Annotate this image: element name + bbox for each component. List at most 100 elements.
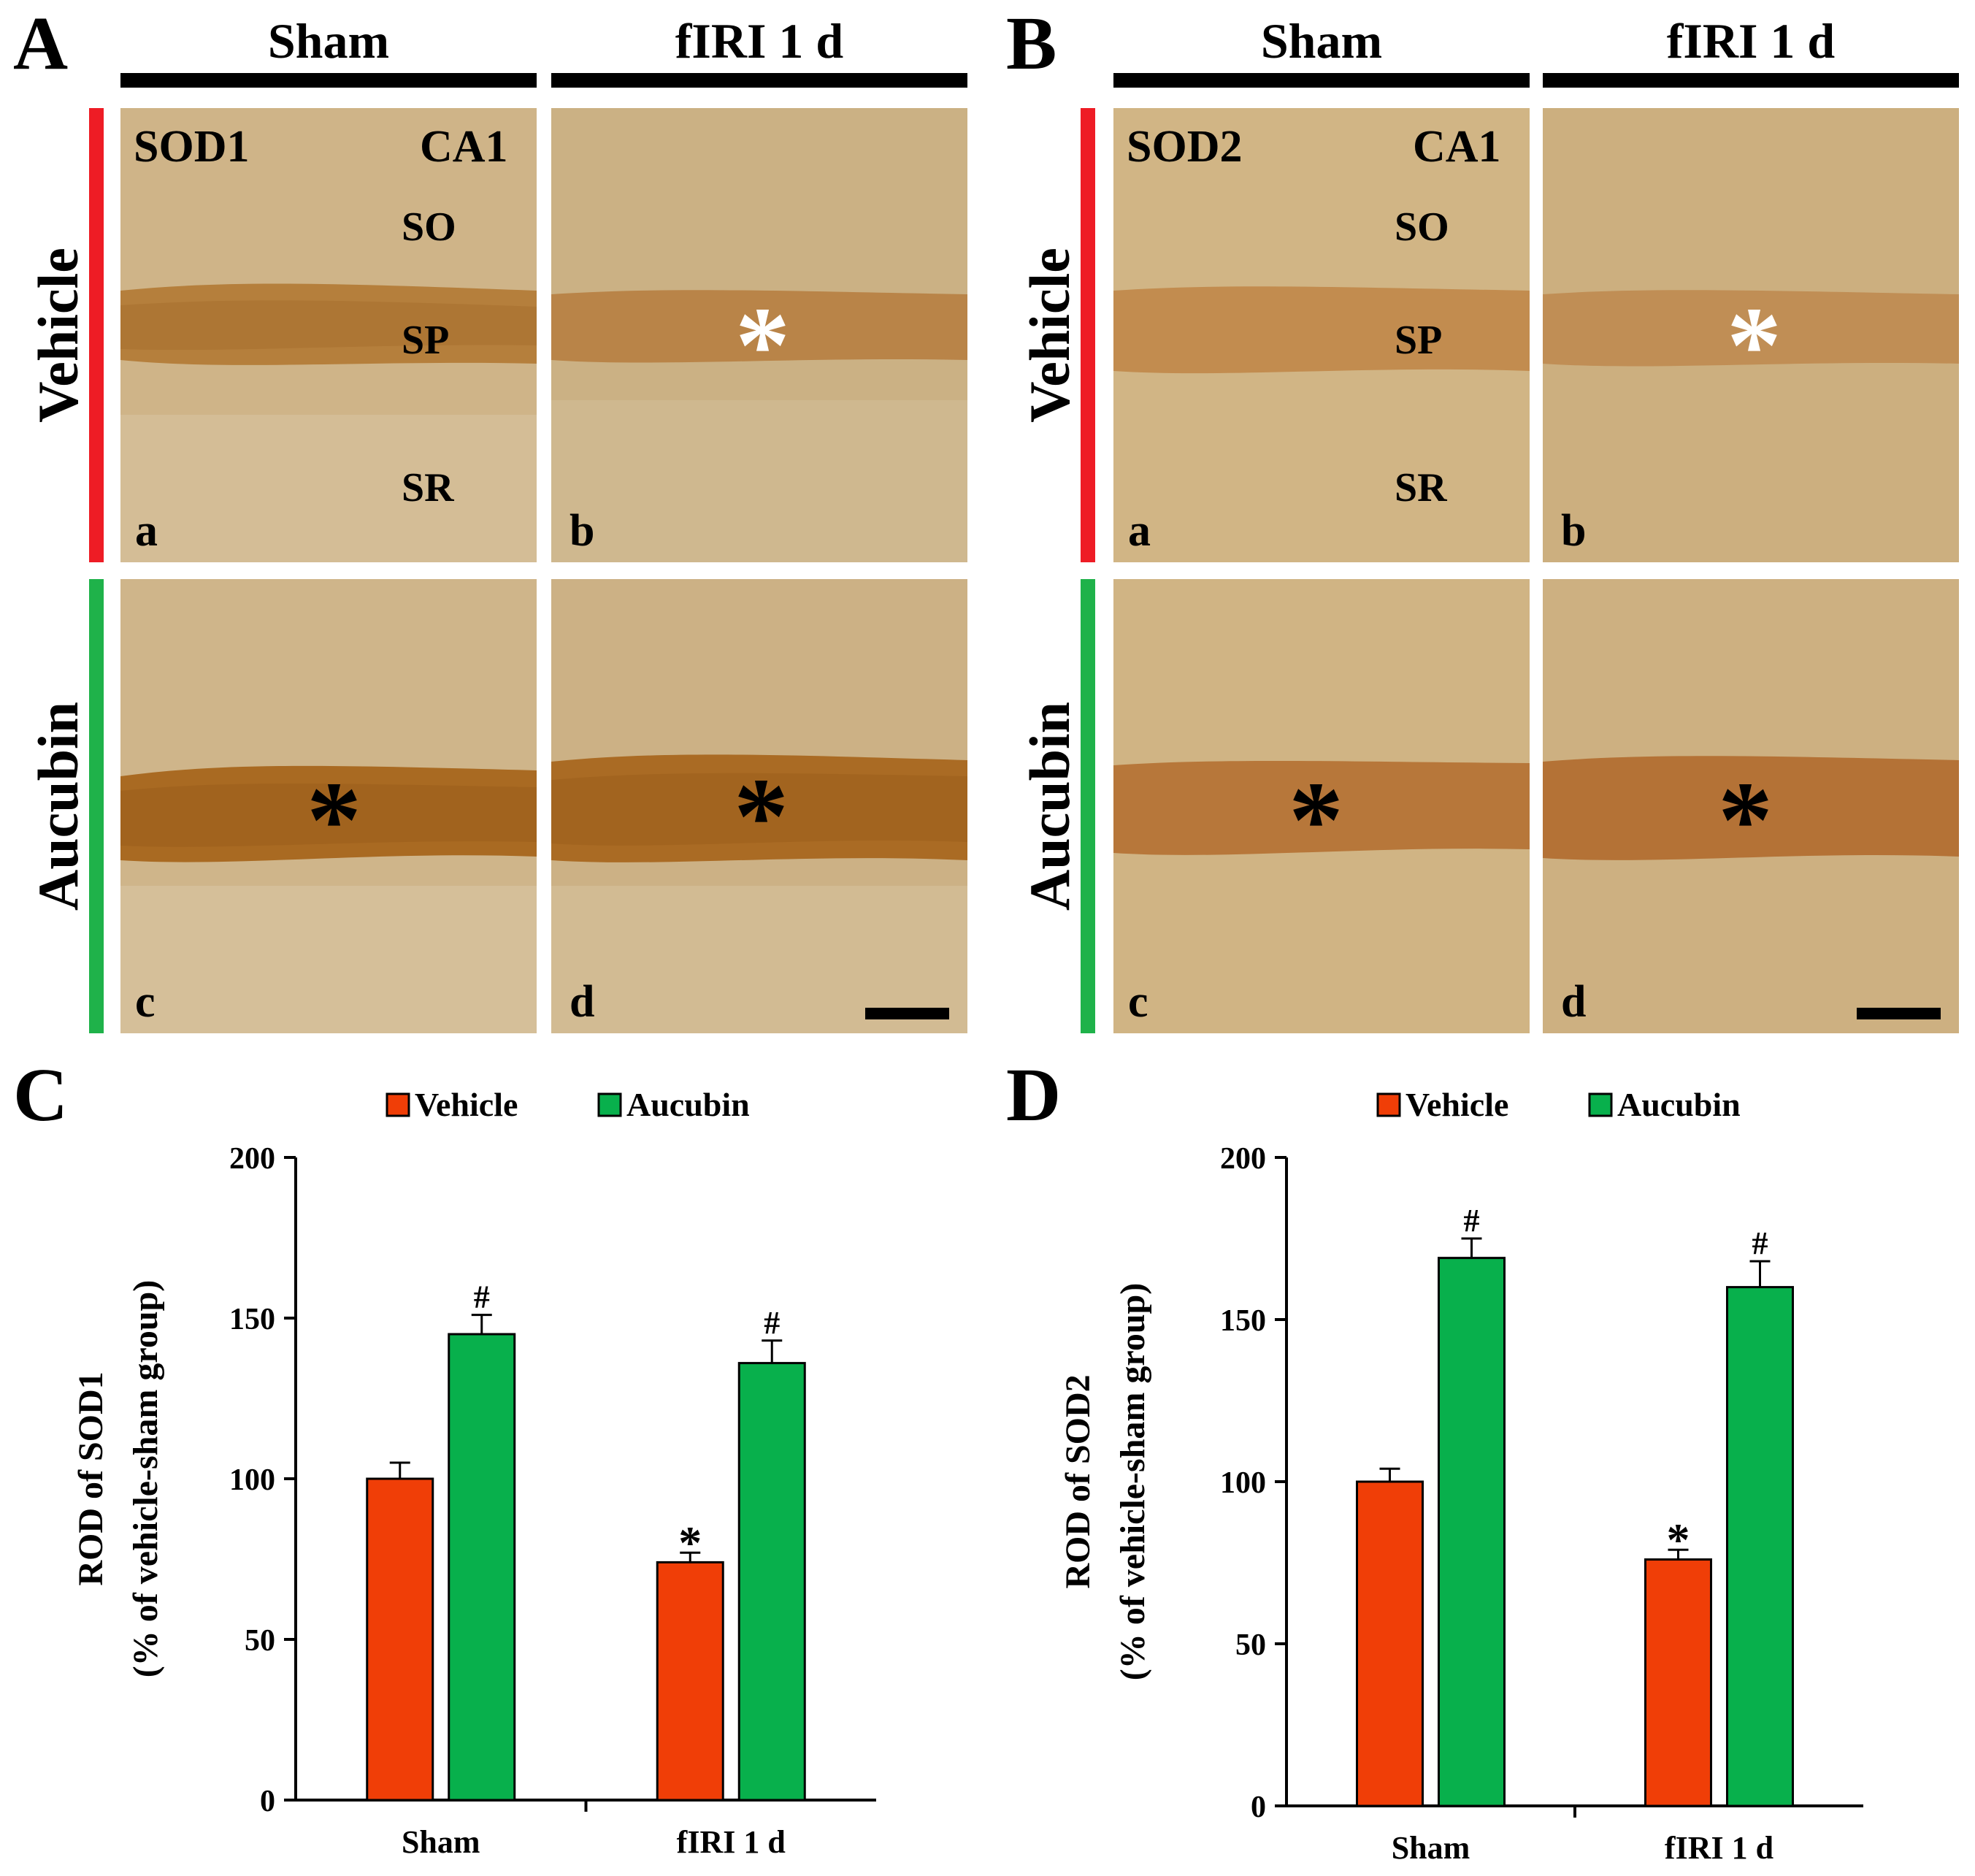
micrograph-tissue — [120, 108, 537, 562]
y-axis-label: ROD of SOD1 — [72, 1371, 110, 1585]
significance-mark-aucubin: # — [1752, 1225, 1768, 1261]
micrograph-tissue — [1113, 579, 1530, 1033]
x-tick-label: fIRI 1 d — [1665, 1830, 1773, 1866]
bar-aucubin — [1438, 1257, 1506, 1807]
bar-aucubin — [1726, 1286, 1794, 1807]
panel-b-row-aucubin: Aucubin — [1018, 701, 1081, 911]
panel-b-micrograph-a: SOD2 CA1 SO SP SR a — [1113, 108, 1530, 562]
legend-swatch-vehicle — [1376, 1092, 1401, 1117]
black-asterisk: * — [307, 759, 361, 881]
panel-a-micrograph-d: * d — [551, 579, 967, 1033]
panel-a-aucubin-bar — [89, 579, 104, 1033]
legend-label-aucubin: Aucubin — [1617, 1086, 1741, 1123]
panel-b-micrograph-c: * c — [1113, 579, 1530, 1033]
scale-bar — [1857, 1008, 1941, 1019]
y-axis-label: ROD of SOD2 — [1059, 1374, 1097, 1588]
sub-label-d: d — [1561, 977, 1587, 1027]
bar-vehicle — [366, 1477, 434, 1802]
bar-aucubin — [448, 1333, 516, 1802]
bar-aucubin — [737, 1362, 806, 1802]
sub-label-d: d — [570, 977, 595, 1027]
panel-a-sham-bar — [120, 73, 537, 88]
black-asterisk: * — [1718, 759, 1773, 881]
y-tick-label: 100 — [1220, 1466, 1266, 1500]
layer-sp-label: SP — [1395, 318, 1443, 363]
x-tick-label: Sham — [1392, 1830, 1470, 1866]
y-axis-label-sub: (% of vehicle-sham group) — [1113, 1283, 1152, 1680]
significance-mark-vehicle: * — [678, 1517, 702, 1569]
sub-label-a: a — [135, 506, 158, 556]
micrograph-tissue — [551, 108, 967, 562]
chart-d: Vehicle Aucubin 0 50 100 150 200 ROD of SOD2 (% … — [987, 1052, 1975, 1876]
panel-label-b: B — [1006, 1, 1057, 85]
micrograph-tissue — [1113, 108, 1530, 562]
panel-a-col-firi: fIRI 1 d — [675, 13, 844, 69]
legend-swatch-vehicle — [386, 1092, 410, 1117]
panel-b-micrograph-d: * d — [1543, 579, 1959, 1033]
chart-c: Vehicle Aucubin 0 50 100 150 200 ROD of SOD1 (% … — [0, 1052, 987, 1876]
bar-vehicle — [1644, 1558, 1712, 1807]
legend-label-vehicle: Vehicle — [1405, 1086, 1508, 1123]
sub-label-c: c — [135, 977, 156, 1027]
white-asterisk: * — [1727, 285, 1782, 406]
panel-label-c: C — [13, 1053, 69, 1137]
layer-sr-label: SR — [402, 465, 454, 510]
panel-a-firi-bar — [551, 73, 967, 88]
stain-label: SOD1 — [134, 122, 250, 172]
layer-sp-label: SP — [402, 318, 450, 363]
layer-so-label: SO — [1395, 204, 1449, 250]
panel-a-micrograph-c: * c — [120, 579, 537, 1033]
panel-label-d: D — [1006, 1053, 1062, 1137]
y-tick-label: 0 — [260, 1785, 275, 1818]
micrograph-tissue — [120, 579, 537, 1033]
region-label: CA1 — [420, 122, 508, 172]
legend-swatch-aucubin — [597, 1092, 622, 1117]
sub-label-c: c — [1128, 977, 1148, 1027]
y-tick-label: 50 — [245, 1624, 275, 1658]
scale-bar — [865, 1008, 949, 1019]
legend-label-vehicle: Vehicle — [415, 1086, 518, 1123]
sub-label-b: b — [1561, 506, 1587, 556]
y-tick-label: 100 — [229, 1463, 275, 1497]
panel-b-firi-bar — [1543, 73, 1959, 88]
white-asterisk: * — [735, 285, 790, 406]
layer-so-label: SO — [402, 204, 456, 250]
x-tick-label: fIRI 1 d — [677, 1824, 786, 1860]
y-tick-label: 200 — [1220, 1142, 1266, 1176]
region-label: CA1 — [1413, 122, 1501, 172]
y-tick-label: 0 — [1251, 1791, 1266, 1824]
layer-sr-label: SR — [1395, 465, 1447, 510]
significance-mark-aucubin: # — [474, 1279, 490, 1315]
panel-b-vehicle-bar — [1081, 108, 1095, 562]
panel-b-col-sham: Sham — [1260, 13, 1383, 69]
panel-a-micrograph-b: * b — [551, 108, 967, 562]
stain-label: SOD2 — [1127, 122, 1243, 172]
y-axis-label-sub: (% of vehicle-sham group) — [126, 1280, 165, 1677]
panel-label-a: A — [13, 1, 69, 85]
panel-a-vehicle-bar — [89, 108, 104, 562]
panel-b-col-firi: fIRI 1 d — [1666, 13, 1836, 69]
micrograph-tissue — [551, 579, 967, 1033]
significance-mark-vehicle: * — [1667, 1514, 1690, 1566]
x-tick-label: Sham — [402, 1824, 480, 1860]
bar-vehicle — [1356, 1480, 1424, 1807]
legend-swatch-aucubin — [1588, 1092, 1613, 1117]
y-tick-label: 200 — [229, 1142, 275, 1176]
panel-a-row-vehicle: Vehicle — [26, 248, 90, 423]
y-tick-label: 50 — [1235, 1628, 1266, 1662]
panel-b-sham-bar — [1113, 73, 1530, 88]
black-asterisk: * — [734, 756, 789, 877]
chart-d-svg: Vehicle Aucubin 0 50 100 150 200 ROD of SOD2 (% … — [1059, 1086, 1863, 1866]
y-tick-label: 150 — [1220, 1304, 1266, 1338]
panel-b-micrograph-b: * b — [1543, 108, 1959, 562]
micrograph-tissue — [1543, 108, 1959, 562]
significance-mark-aucubin: # — [764, 1305, 780, 1341]
panel-a-row-aucubin: Aucubin — [26, 701, 90, 911]
legend-label-aucubin: Aucubin — [626, 1086, 750, 1123]
y-tick-label: 150 — [229, 1303, 275, 1336]
significance-mark-aucubin: # — [1464, 1203, 1480, 1238]
panel-b-aucubin-bar — [1081, 579, 1095, 1033]
black-asterisk: * — [1289, 759, 1343, 881]
micrograph-tissue — [1543, 579, 1959, 1033]
sub-label-a: a — [1128, 506, 1151, 556]
